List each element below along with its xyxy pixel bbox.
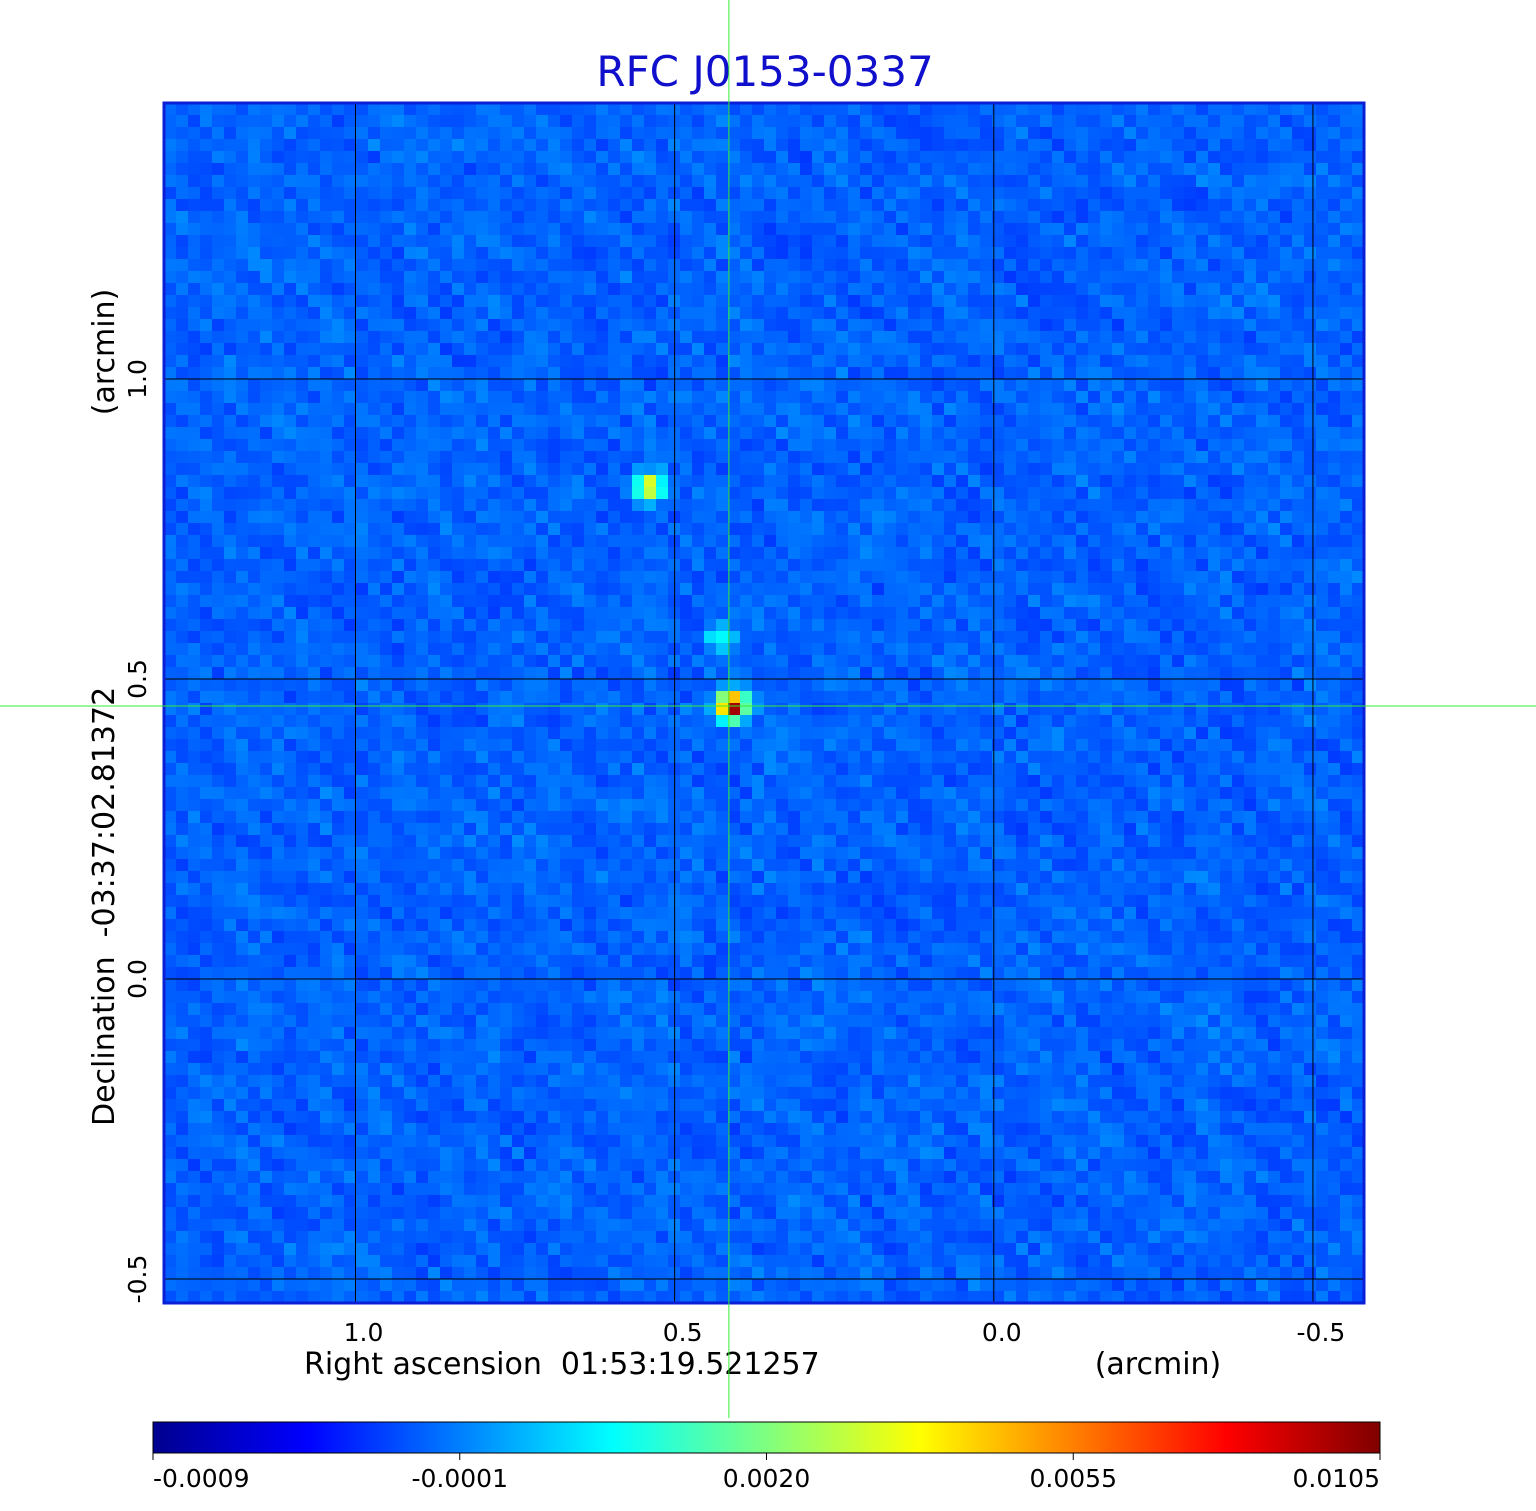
colorbar [152,1421,1381,1454]
y-tick-labels: -0.5 0.0 0.5 1.0 [123,359,152,1303]
x-tick-labels: 1.0 0.5 0.0 -0.5 [344,1318,1346,1347]
plot-frame [162,101,1366,1305]
colorbar-tick-label: 0.0020 [723,1464,810,1493]
chart-title: RFC J0153-0337 [596,47,933,96]
y-tick-label: 0.0 [123,959,152,999]
y-axis-label: Declination -03:37:02.81372 [87,687,122,1126]
x-tick-label: 1.0 [344,1318,384,1347]
colorbar-tick-label: -0.0001 [412,1464,509,1493]
colorbar-tick-labels: -0.0009 -0.0001 0.0020 0.0055 0.0105 [152,1453,1381,1493]
colorbar-tick-label: 0.0055 [1030,1464,1117,1493]
x-axis-label: Right ascension 01:53:19.521257 [304,1347,820,1382]
y-tick-label: 1.0 [123,359,152,399]
x-tick-label: 0.0 [982,1318,1022,1347]
x-tick-label: -0.5 [1297,1318,1346,1347]
y-tick-label: -0.5 [123,1255,152,1304]
x-tick-label: 0.5 [663,1318,703,1347]
heatmap-image [164,103,1364,1303]
y-tick-label: 0.5 [123,659,152,699]
y-axis-unit: (arcmin) [87,289,122,416]
heatmap-area [164,103,1364,1303]
colorbar-tick-label: 0.0105 [1293,1464,1380,1493]
grid-lines [164,103,1364,1303]
x-axis-unit: (arcmin) [1095,1347,1222,1382]
crosshair [0,0,1536,1418]
colorbar-tick-label: -0.0009 [153,1464,250,1493]
